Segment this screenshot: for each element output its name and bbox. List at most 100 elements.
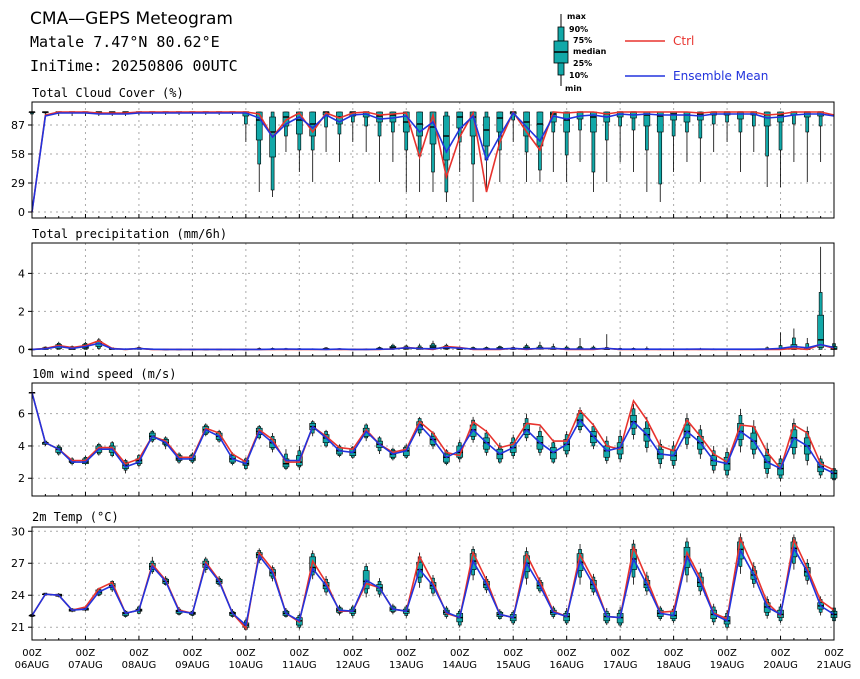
legend-label-median: median	[573, 47, 607, 56]
panel-temp: 21 24 27 30	[11, 525, 838, 641]
ensemble-mean-line	[31, 392, 835, 475]
boxplot-inner-box	[817, 314, 824, 348]
legend-label-25: 25%	[573, 59, 592, 68]
boxplot-inner-box	[255, 111, 263, 141]
boxplot	[817, 246, 824, 350]
x-tick-label-date: 10AUG	[229, 660, 264, 671]
boxplot	[296, 111, 303, 172]
y-tick-label: 21	[11, 621, 25, 634]
panel-cloud: 0 29 58 87	[11, 101, 835, 219]
panel-title-temp: 2m Temp (°C)	[32, 510, 119, 524]
ensemble-mean-line	[31, 111, 835, 213]
boxplot	[389, 111, 397, 162]
x-tick-label-hour: 00Z	[129, 648, 149, 659]
panel-title-precip: Total precipitation (mm/6h)	[32, 227, 227, 241]
boxplot	[750, 111, 758, 152]
x-tick-label-date: 18AUG	[656, 660, 691, 671]
boxplot	[656, 111, 664, 202]
x-tick-label-hour: 00Z	[290, 648, 310, 659]
x-tick-label-hour: 00Z	[664, 648, 684, 659]
boxplot	[777, 332, 784, 350]
chart-title: CMA—GEPS Meteogram	[30, 9, 233, 29]
legend-mean-label: Ensemble Mean	[673, 69, 768, 83]
x-tick-label-hour: 00Z	[22, 648, 42, 659]
boxplot	[670, 111, 677, 172]
boxplot	[309, 111, 317, 182]
boxplot-inner-box	[737, 111, 744, 120]
boxplot	[362, 111, 370, 152]
x-tick-label-hour: 00Z	[76, 648, 96, 659]
boxplot	[269, 111, 276, 197]
x-tick-label-date: 11AUG	[282, 660, 317, 671]
y-tick-label: 0	[18, 343, 25, 356]
x-tick-label-date: 13AUG	[389, 660, 424, 671]
panel-frame	[31, 242, 835, 357]
boxplot	[523, 111, 530, 182]
boxplot	[255, 111, 263, 192]
boxplot	[443, 111, 450, 202]
boxplot	[710, 111, 718, 152]
boxplot-inner-box	[443, 115, 450, 161]
boxplot-inner-box	[483, 116, 490, 147]
x-tick-label-date: 08AUG	[122, 660, 157, 671]
boxplot	[282, 111, 290, 152]
boxplot	[576, 111, 584, 162]
y-tick-label: 0	[18, 206, 25, 219]
boxplot-inner-box	[376, 111, 383, 123]
boxplot	[483, 111, 490, 192]
x-tick-label-date: 21AUG	[817, 660, 852, 671]
x-tick-label-hour: 00Z	[717, 648, 737, 659]
boxplot-inner-box	[456, 111, 464, 129]
boxplot	[777, 111, 784, 187]
boxplot	[723, 111, 731, 142]
x-tick-label-date: 16AUG	[549, 660, 584, 671]
boxplot-inner-box	[670, 111, 677, 121]
panel-precip: 0 2 4	[18, 242, 838, 357]
x-tick-label-hour: 00Z	[183, 648, 203, 659]
boxplot	[630, 111, 637, 172]
x-tick-label-hour: 00Z	[450, 648, 470, 659]
location-label: Matale 7.47°N 80.62°E	[30, 33, 220, 51]
panel-title-cloud: Total Cloud Cover (%)	[32, 86, 184, 100]
x-tick-label-date: 19AUG	[710, 660, 745, 671]
boxplot	[242, 111, 250, 142]
ensemble-mean-line	[31, 342, 835, 351]
x-tick-label-hour: 00Z	[503, 648, 523, 659]
panel-wind: 2 4 6	[18, 382, 838, 497]
legend-ctrl-label: Ctrl	[673, 34, 694, 48]
ctrl-line	[31, 392, 835, 471]
boxplot	[429, 340, 437, 350]
boxplot	[576, 337, 584, 350]
x-tick-label-hour: 00Z	[396, 648, 416, 659]
x-tick-label-hour: 00Z	[343, 648, 363, 659]
legend-boxplot-glyph: max 90% 75% median 25% 10% min	[553, 12, 607, 93]
x-tick-label-hour: 00Z	[236, 648, 256, 659]
ensemble-mean-line	[31, 546, 835, 627]
boxplot-inner-box	[496, 111, 504, 133]
x-tick-label-hour: 00Z	[557, 648, 577, 659]
x-tick-label-date: 20AUG	[763, 660, 798, 671]
boxplot	[496, 111, 504, 182]
x-tick-label-date: 14AUG	[442, 660, 477, 671]
y-tick-label: 2	[18, 305, 25, 318]
x-tick-label-date: 06AUG	[15, 660, 50, 671]
legend-label-min: min	[565, 84, 582, 93]
legend-label-90: 90%	[569, 25, 588, 34]
boxplot	[402, 111, 410, 192]
y-tick-label: 29	[11, 177, 25, 190]
x-tick-label-date: 12AUG	[335, 660, 370, 671]
boxplot	[697, 111, 704, 182]
legend-box-lower	[557, 62, 565, 76]
y-tick-label: 4	[18, 267, 25, 280]
y-tick-label: 87	[11, 119, 25, 132]
y-tick-label: 2	[18, 472, 25, 485]
boxplot-inner-box	[282, 458, 290, 468]
boxplot	[563, 111, 570, 182]
boxplot	[643, 111, 651, 192]
legend-label-75: 75%	[573, 36, 592, 45]
boxplot	[603, 111, 611, 182]
x-tick-label-hour: 00Z	[824, 648, 844, 659]
boxplot-inner-box	[683, 111, 691, 123]
x-tick-label-date: 15AUG	[496, 660, 531, 671]
